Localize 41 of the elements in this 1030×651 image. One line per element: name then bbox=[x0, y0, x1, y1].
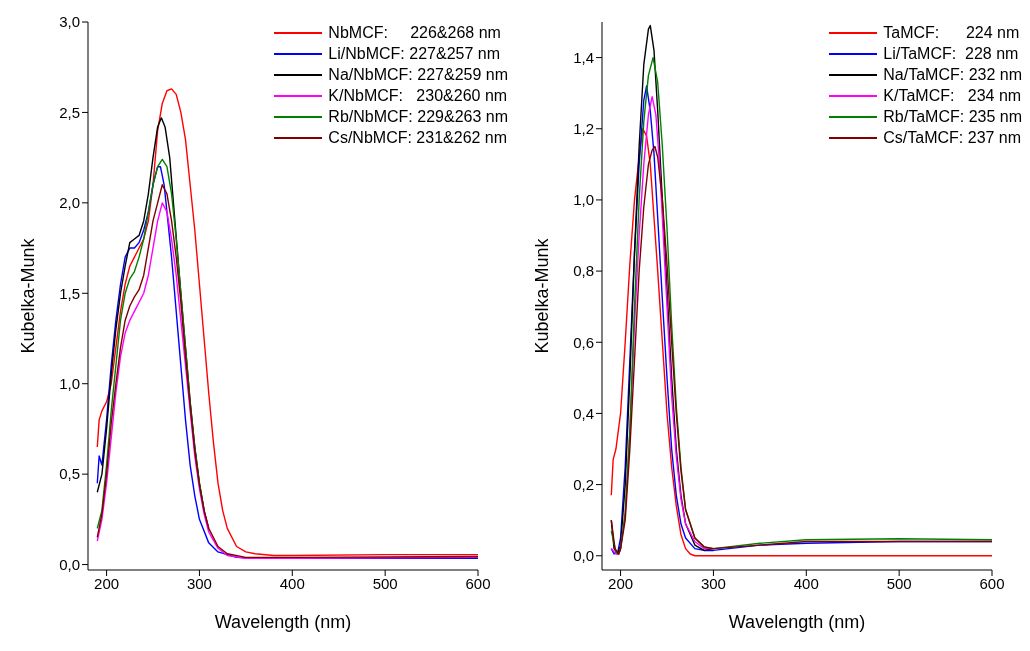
y-axis-title: Kubelka-Munk bbox=[18, 237, 39, 354]
legend-label: Li/TaMCF: 228 nm bbox=[883, 44, 1019, 64]
y-tick-label: 0,6 bbox=[573, 333, 594, 351]
x-tick-label: 500 bbox=[372, 574, 398, 592]
y-axis-title: Kubelka-Munk bbox=[532, 237, 553, 354]
y-tick-label: 1,4 bbox=[573, 48, 594, 66]
legend-label: Rb/NbMCF: 229&263 nm bbox=[328, 107, 508, 127]
legend-label: Rb/TaMCF: 235 nm bbox=[883, 107, 1022, 127]
y-tick-label: 1,5 bbox=[59, 284, 80, 302]
y-tick-label: 3,0 bbox=[59, 13, 80, 31]
y-tick-label: 1,2 bbox=[573, 120, 594, 138]
y-tick-label: 0,4 bbox=[573, 404, 594, 422]
legend-label: Li/NbMCF: 227&257 nm bbox=[328, 44, 500, 64]
legend-label: Cs/TaMCF: 237 nm bbox=[883, 128, 1022, 148]
x-tick-label: 600 bbox=[979, 574, 1005, 592]
y-tick-label: 0,8 bbox=[573, 262, 594, 280]
x-tick-label: 300 bbox=[700, 574, 726, 592]
legend-label: Na/TaMCF: 232 nm bbox=[883, 65, 1022, 85]
x-tick-label: 400 bbox=[793, 574, 819, 592]
y-tick-label: 1,0 bbox=[59, 375, 80, 393]
x-tick-label: 200 bbox=[94, 574, 120, 592]
x-tick-label: 400 bbox=[279, 574, 305, 592]
x-axis-title: Wavelength (nm) bbox=[214, 612, 352, 632]
legend-label: TaMCF: 224 nm bbox=[883, 23, 1020, 43]
legend-label: Na/NbMCF: 227&259 nm bbox=[328, 65, 508, 85]
y-tick-label: 2,5 bbox=[59, 103, 80, 121]
y-tick-label: 0,2 bbox=[573, 475, 594, 493]
x-tick-label: 500 bbox=[886, 574, 912, 592]
x-tick-label: 300 bbox=[186, 574, 212, 592]
y-tick-label: 0,0 bbox=[59, 555, 80, 573]
x-tick-label: 200 bbox=[608, 574, 634, 592]
legend-label: NbMCF: 226&268 nm bbox=[328, 23, 501, 43]
y-tick-label: 0,5 bbox=[59, 465, 80, 483]
x-tick-label: 600 bbox=[465, 574, 491, 592]
x-axis-title: Wavelength (nm) bbox=[728, 612, 866, 632]
y-tick-label: 2,0 bbox=[59, 194, 80, 212]
y-tick-label: 1,0 bbox=[573, 191, 594, 209]
legend-label: K/NbMCF: 230&260 nm bbox=[328, 86, 508, 106]
y-tick-label: 0,0 bbox=[573, 547, 594, 565]
legend-label: Cs/NbMCF: 231&262 nm bbox=[328, 128, 508, 148]
legend-label: K/TaMCF: 234 nm bbox=[883, 86, 1022, 106]
